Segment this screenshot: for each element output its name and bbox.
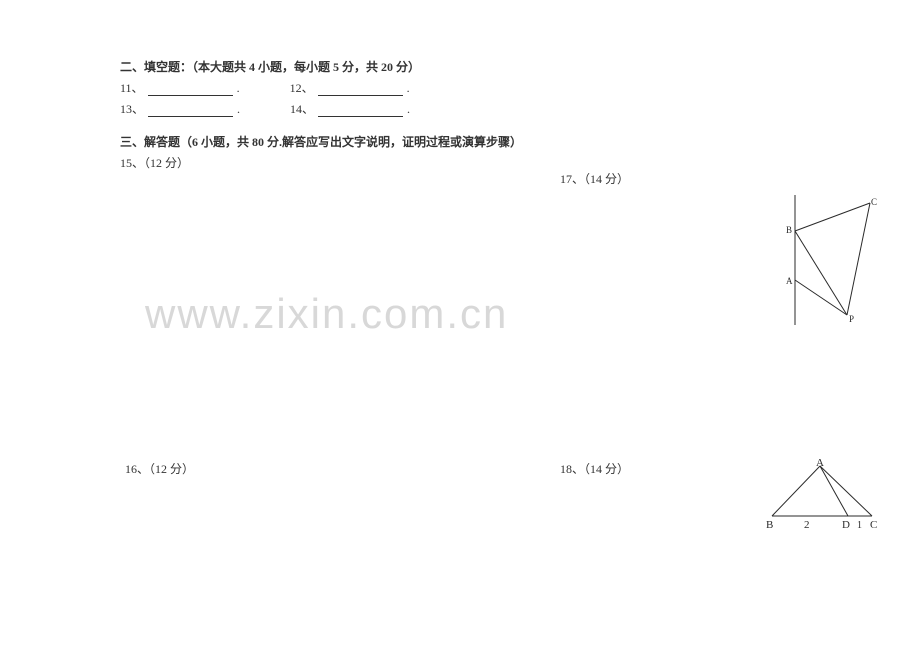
- question-18: 18、（14 分）: [560, 460, 629, 477]
- section2-title: 二、填空题：（本大题共 4 小题，每小题 5 分，共 20 分）: [120, 58, 920, 75]
- label-a: A: [816, 458, 824, 469]
- fill-item-12: 12、 .: [290, 79, 410, 96]
- label-a: A: [786, 276, 793, 286]
- label-1: 1: [857, 520, 862, 531]
- triangle-figure-18: A B C D 2 1: [762, 458, 882, 533]
- fill-item-11: 11、 .: [120, 79, 240, 96]
- triangle-figure-17: A B C P: [785, 195, 880, 325]
- fill-row-2: 13、 . 14、 .: [120, 100, 920, 117]
- fill-blank: [148, 82, 233, 96]
- fill-item-13: 13、 .: [120, 100, 240, 117]
- fill-dot: .: [407, 102, 410, 117]
- fill-blank: [318, 82, 403, 96]
- label-c: C: [871, 197, 877, 207]
- label-b: B: [766, 519, 773, 531]
- fill-item-14: 14、 .: [290, 100, 410, 117]
- fill-dot: .: [237, 102, 240, 117]
- label-b: B: [786, 225, 792, 235]
- question-15: 15、（12 分）: [120, 154, 920, 171]
- figure-18: A B C D 2 1: [762, 458, 882, 537]
- section3-title: 三、解答题（6 小题，共 80 分.解答应写出文字说明，证明过程或演算步骤）: [120, 133, 920, 150]
- question-17: 17、（14 分）: [560, 170, 629, 187]
- label-p: P: [849, 314, 854, 324]
- fill-num-12: 12、: [290, 79, 314, 96]
- watermark: www.zixin.com.cn: [145, 290, 508, 338]
- fill-dot: .: [407, 81, 410, 96]
- question-16: 16、（12 分）: [125, 460, 194, 477]
- fill-blank: [318, 103, 403, 117]
- label-c: C: [870, 519, 877, 531]
- fill-num-14: 14、: [290, 100, 314, 117]
- fill-num-13: 13、: [120, 100, 144, 117]
- label-2: 2: [804, 519, 810, 531]
- fill-dot: .: [237, 81, 240, 96]
- label-d: D: [842, 519, 850, 531]
- fill-blank: [148, 103, 233, 117]
- figure-17: A B C P: [785, 195, 880, 329]
- fill-num-11: 11、: [120, 79, 144, 96]
- fill-row-1: 11、 . 12、 .: [120, 79, 920, 96]
